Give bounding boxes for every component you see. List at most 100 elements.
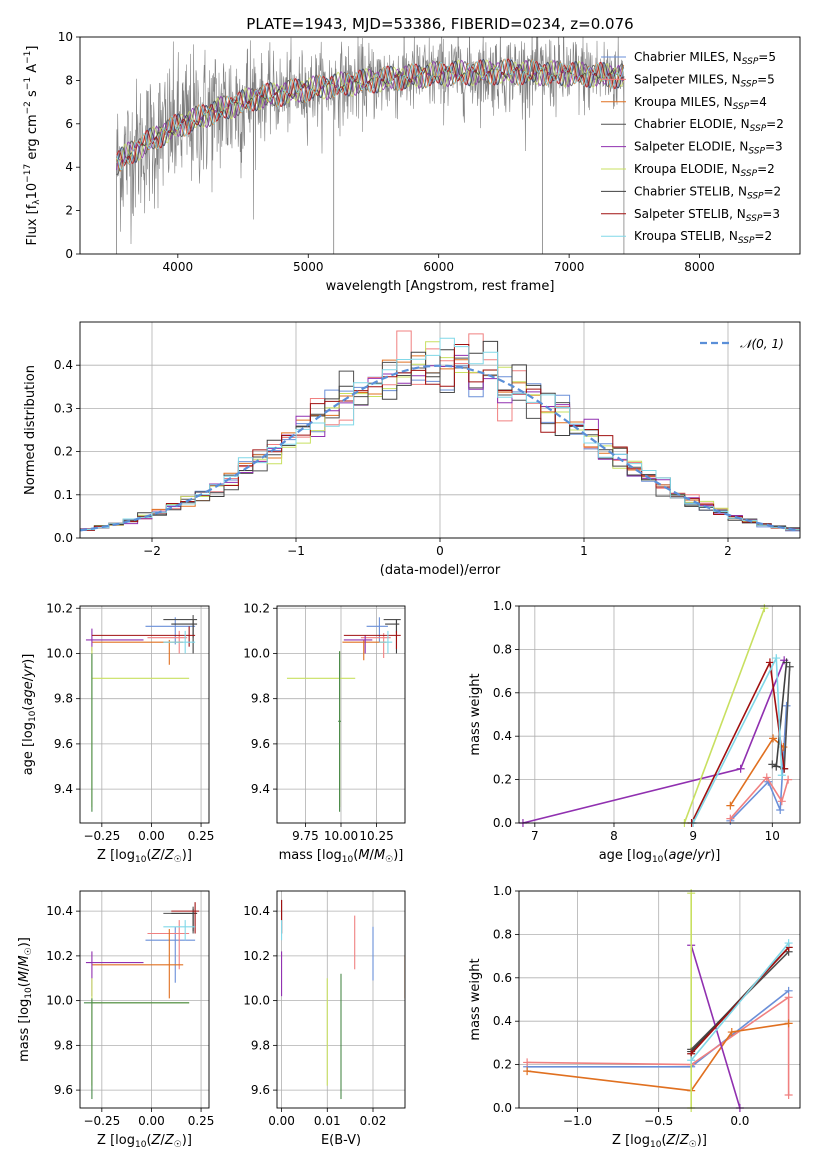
weight_vs_age-xtick-label: 7: [531, 829, 539, 843]
residual-histogram-3: [80, 357, 800, 531]
weight_vs_Z-line-8: [690, 942, 790, 1061]
mass_vs_Z-ytick-label: 10.4: [46, 904, 73, 918]
mass_vs_ebv-ytick-label: 10.4: [243, 904, 270, 918]
age_vs_Z-point-8: [163, 630, 196, 654]
age_vs_Z-xtick-label: −0.25: [83, 829, 120, 843]
residuals-ytick-label: 0.4: [54, 358, 73, 372]
mass_vs_Z-point-2: [91, 929, 184, 999]
weight_vs_Z-ytick-label: 0.6: [493, 971, 512, 985]
mass_vs_ebv-ytick-label: 10.0: [243, 994, 270, 1008]
spectrum-ytick-label: 8: [65, 73, 73, 87]
legend-subscript: SSP: [741, 79, 758, 89]
age_vs_mass-ytick-label: 9.4: [251, 782, 270, 796]
mass_vs_ebv-xtick-label: 0.00: [268, 1114, 295, 1128]
age_vs_Z-ytick-label: 9.8: [54, 692, 73, 706]
mass-vs-Z-xlabel: Z [log10(Z/Z☉)]: [97, 1133, 192, 1150]
legend-count: =2: [766, 117, 784, 131]
weight_vs_Z-marker: [687, 889, 696, 898]
spectrum-frame: [79, 36, 801, 255]
legend-count: =4: [749, 95, 767, 109]
weight_vs_age-line-6: [775, 662, 788, 767]
age_vs_Z-point-7: [91, 626, 196, 647]
spectrum-model-line-4: [116, 59, 625, 171]
spectrum-legend-label: Salpeter ELODIE, NSSP=3: [634, 140, 783, 157]
mass_vs_ebv-ytick-label: 10.2: [243, 949, 270, 963]
spectrum-model-line-6: [116, 58, 625, 163]
spectrum-axes: 4000 5000 6000 7000 8000 0 2 4 6 8 10: [58, 30, 715, 274]
weight_vs_Z-line-1: [527, 995, 790, 1095]
weight_vs_age-marker: [760, 604, 769, 613]
weight_vs_age-marker: [782, 701, 791, 710]
age_vs_Z-point-5: [91, 646, 190, 808]
spectrum-ylabel: Flux [fλ10−17 erg cm−2 s−1 A−1]: [23, 46, 42, 246]
age_vs_mass-point-2: [342, 639, 387, 661]
spectrum-model-line-3: [116, 59, 625, 176]
spectrum-legend-label: Chabrier MILES, NSSP=5: [634, 50, 776, 67]
weight_vs_age-ytick-label: 0.0: [493, 816, 512, 830]
spectrum-model-line-8: [116, 58, 625, 171]
age_vs_Z-ytick-label: 10.0: [46, 646, 73, 660]
residuals-ytick-label: 0.3: [54, 401, 73, 415]
residuals-xtick-label: 1: [580, 544, 588, 558]
weight_vs_age-marker: [772, 654, 781, 663]
weight-vs-age-xlabel: age [log10(age/yr)]: [599, 848, 721, 865]
residuals-xtick-label: −1: [287, 544, 305, 558]
weight_vs_Z-marker: [784, 1090, 793, 1099]
weight_vs_age-line-2: [729, 737, 784, 807]
legend-subscript: SSP: [746, 214, 763, 224]
weight_vs_age-axes: 7 8 9 10 0.0 0.2 0.4 0.6 0.8 1.0: [493, 599, 800, 843]
legend-subscript: SSP: [748, 147, 765, 157]
mass_vs_Z-point-9: [83, 998, 190, 1100]
age_vs_mass-frame: [276, 605, 406, 824]
spectrum-ytick-label: 10: [58, 30, 73, 44]
residuals-axes: −2 −1 0 1 2 0.0 0.1 0.2 0.3 0.4: [54, 322, 800, 558]
age_vs_Z-point-6: [171, 619, 198, 654]
weight_vs_age-marker: [772, 762, 781, 771]
weight_vs_Z-marker: [727, 1028, 736, 1037]
weight-vs-age-ylabel: mass weight: [468, 673, 483, 755]
weight-vs-Z-ylabel: mass weight: [468, 958, 483, 1040]
age_vs_Z-point-2: [91, 639, 184, 665]
weight_vs_age-marker: [782, 658, 791, 667]
weight_vs_Z-frame: [518, 890, 801, 1109]
spectrum-legend-label: Chabrier STELIB, NSSP=2: [634, 184, 781, 201]
mass_vs_Z-point-1: [147, 920, 190, 970]
spectrum-ytick-label: 0: [65, 247, 73, 261]
mass_vs_Z-ytick-label: 9.8: [54, 1038, 73, 1052]
mass_vs_Z-ytick-label: 9.6: [54, 1083, 73, 1097]
residuals-xtick-label: 2: [724, 544, 732, 558]
age_vs_mass-xtick-label: 10.25: [359, 829, 393, 843]
weight_vs_Z-line-2: [527, 1022, 789, 1092]
mass_vs_Z-frame: [79, 890, 210, 1109]
spectrum-ytick-label: 6: [65, 117, 73, 131]
age_vs_Z-ytick-label: 9.6: [54, 737, 73, 751]
spectrum-legend-label: Salpeter STELIB, NSSP=3: [634, 207, 780, 224]
mass_vs_ebv-xtick-label: 0.02: [360, 1114, 387, 1128]
residuals-ylabel: Normed distribution: [23, 365, 38, 495]
weight_vs_age-marker: [785, 662, 794, 671]
spectrum-ytick-label: 4: [65, 160, 73, 174]
weight_vs_age-ytick-label: 0.8: [493, 642, 512, 656]
age_vs_mass-axes: 9.75 10.00 10.25 9.4 9.6 9.8 10.0 10.2: [243, 601, 405, 843]
mass_vs_ebv-axes: 0.00 0.01 0.02 9.6 9.8 10.0 10.2 10.4: [243, 891, 405, 1128]
mass_vs_ebv-ytick-label: 9.6: [251, 1083, 270, 1097]
residuals-xtick-label: −2: [143, 544, 161, 558]
weight_vs_Z-marker: [687, 1056, 696, 1065]
mass_vs_ebv-ytick-label: 9.8: [251, 1038, 270, 1052]
spectrum-legend-label: Kroupa ELODIE, NSSP=2: [634, 162, 775, 179]
mass_vs_Z-xtick-label: −0.25: [83, 1114, 120, 1128]
spectrum-legend-label: Kroupa STELIB, NSSP=2: [634, 229, 772, 246]
age_vs_mass-ytick-label: 9.6: [251, 737, 270, 751]
weight_vs_age-ytick-label: 1.0: [493, 599, 512, 613]
weight_vs_age-xtick-label: 8: [610, 829, 618, 843]
legend-count: =5: [757, 72, 775, 86]
age_vs_mass-point-5: [286, 651, 356, 808]
weight_vs_age-marker: [777, 771, 786, 780]
weight_vs_age-marker: [769, 734, 778, 743]
weight_vs_age-xtick-label: 10: [765, 829, 780, 843]
spectrum-xlabel: wavelength [Angstrom, rest frame]: [326, 279, 555, 294]
gaussian-legend-label: 𝒩(0, 1): [740, 337, 784, 351]
spectrum-legend: Chabrier MILES, NSSP=5 Salpeter MILES, NS…: [601, 50, 784, 246]
mass_vs_Z-xtick-label: 0.00: [138, 1114, 165, 1128]
mass_vs_Z-point-0: [145, 926, 196, 983]
